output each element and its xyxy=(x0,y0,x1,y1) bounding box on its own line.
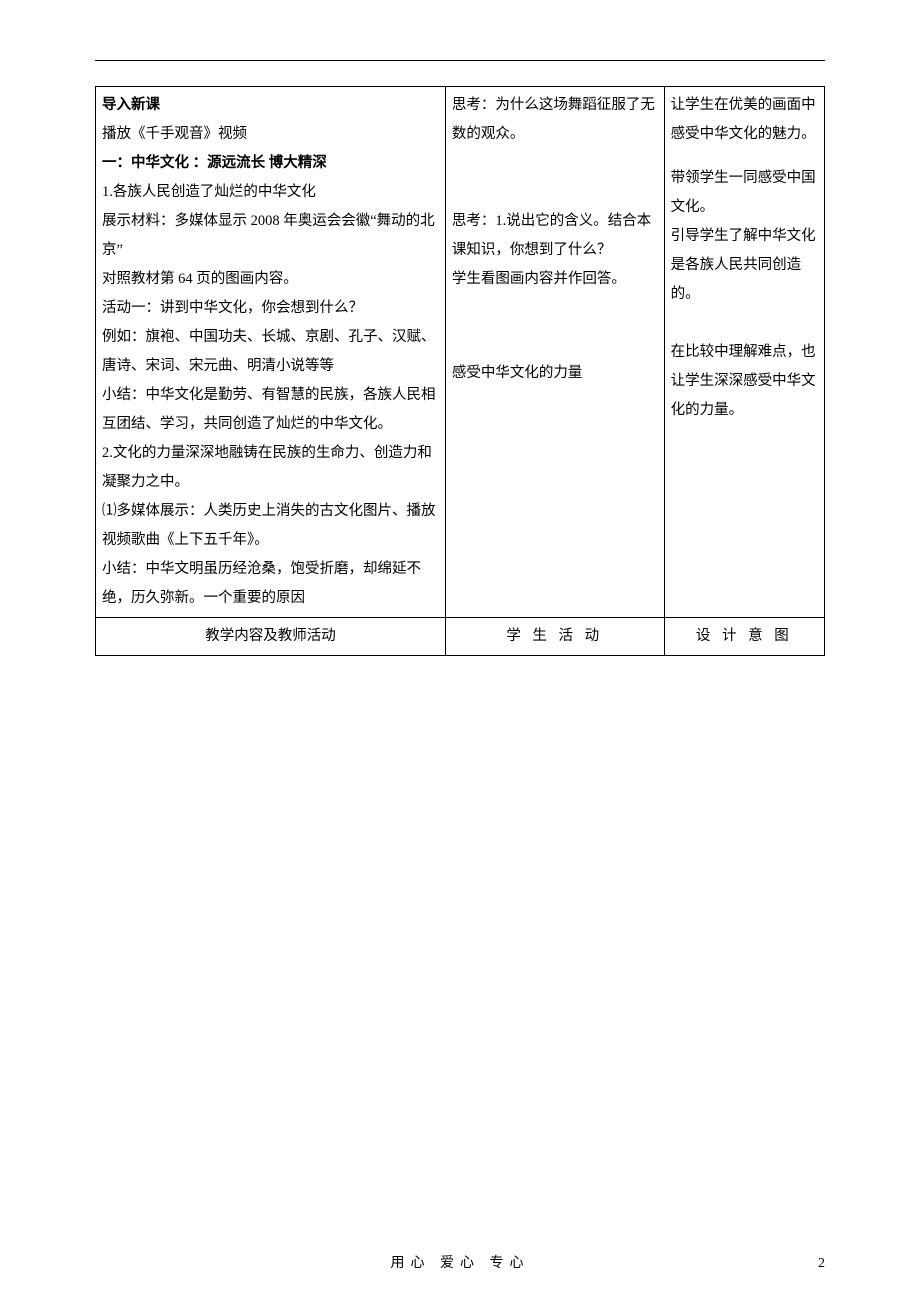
p1-line5: 小结：中华文化是勤劳、有智慧的民族，各族人民相互团结、学习，共同创造了灿烂的中华… xyxy=(102,381,439,439)
student-block-2: 思考：1.说出它的含义。结合本课知识，你想到了什么？ xyxy=(452,207,658,265)
header-col3: 设 计 意 图 xyxy=(664,618,824,656)
p2-line2: 小结：中华文明虽历经沧桑，饱受折磨，却绵延不绝，历久弥新。一个重要的原因 xyxy=(102,555,439,613)
header-col1: 教学内容及教师活动 xyxy=(96,618,446,656)
header-col2: 学 生 活 动 xyxy=(445,618,664,656)
intent-block-4: 在比较中理解难点，也让学生深深感受中华文化的力量。 xyxy=(671,338,818,425)
spacer xyxy=(452,149,658,207)
lead-heading: 导入新课 xyxy=(102,91,439,120)
page-number: 2 xyxy=(818,1256,825,1272)
p1-heading: 1.各族人民创造了灿烂的中华文化 xyxy=(102,178,439,207)
intent-block-3: 引导学生了解中华文化是各族人民共同创造的。 xyxy=(671,222,818,309)
table-header-row: 教学内容及教师活动 学 生 活 动 设 计 意 图 xyxy=(96,618,825,656)
section1-heading: 一：中华文化 ：源远流长 博大精深 xyxy=(102,149,439,178)
p1-line1: 展示材料：多媒体显示 2008 年奥运会会徽“舞动的北京” xyxy=(102,207,439,265)
page: 导入新课 播放《千手观音》视频 一：中华文化 ：源远流长 博大精深 1.各族人民… xyxy=(0,0,920,1302)
top-horizontal-rule xyxy=(95,60,825,61)
student-block-3: 学生看图画内容并作回答。 xyxy=(452,265,658,294)
design-intent-cell: 让学生在优美的画面中感受中华文化的魅力。 带领学生一同感受中国文化。 引导学生了… xyxy=(664,87,824,618)
spacer xyxy=(671,309,818,338)
p1-line2: 对照教材第 64 页的图画内容。 xyxy=(102,265,439,294)
spacer xyxy=(452,294,658,359)
p2-heading: 2.文化的力量深深地融铸在民族的生命力、创造力和凝聚力之中。 xyxy=(102,439,439,497)
student-block-4: 感受中华文化的力量 xyxy=(452,359,658,388)
intent-block-1: 让学生在优美的画面中感受中华文化的魅力。 xyxy=(671,91,818,149)
student-block-1: 思考：为什么这场舞蹈征服了无数的观众。 xyxy=(452,91,658,149)
p1-line4: 例如：旗袍、中国功夫、长城、京剧、孔子、汉赋、唐诗、宋词、宋元曲、明清小说等等 xyxy=(102,323,439,381)
lead-line: 播放《千手观音》视频 xyxy=(102,120,439,149)
intent-block-2: 带领学生一同感受中国文化。 xyxy=(671,164,818,222)
lesson-table: 导入新课 播放《千手观音》视频 一：中华文化 ：源远流长 博大精深 1.各族人民… xyxy=(95,86,825,656)
teacher-content-cell: 导入新课 播放《千手观音》视频 一：中华文化 ：源远流长 博大精深 1.各族人民… xyxy=(96,87,446,618)
student-activity-cell: 思考：为什么这场舞蹈征服了无数的观众。 思考：1.说出它的含义。结合本课知识，你… xyxy=(445,87,664,618)
table-body-row: 导入新课 播放《千手观音》视频 一：中华文化 ：源远流长 博大精深 1.各族人民… xyxy=(96,87,825,618)
p2-line1: ⑴多媒体展示：人类历史上消失的古文化图片、播放视频歌曲《上下五千年》。 xyxy=(102,497,439,555)
spacer xyxy=(671,149,818,164)
footer-motto: 用心 爱心 专心 xyxy=(0,1252,920,1272)
p1-line3: 活动一：讲到中华文化，你会想到什么？ xyxy=(102,294,439,323)
